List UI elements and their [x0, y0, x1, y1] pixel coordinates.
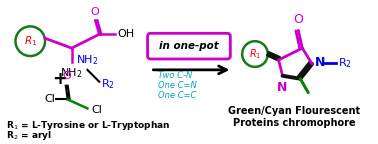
Text: NH$_2$: NH$_2$: [60, 66, 83, 80]
Text: One C=N: One C=N: [158, 81, 197, 90]
Text: R$_2$: R$_2$: [101, 77, 115, 91]
Text: R$_2$ = aryl: R$_2$ = aryl: [6, 129, 51, 142]
Text: One C=C: One C=C: [158, 91, 197, 100]
Text: $R_1$: $R_1$: [24, 34, 37, 48]
Text: in one-pot: in one-pot: [159, 41, 219, 51]
Text: Green/Cyan Flourescent
Proteins chromophore: Green/Cyan Flourescent Proteins chromoph…: [228, 106, 361, 128]
Text: R$_2$: R$_2$: [338, 56, 352, 70]
Text: R$_1$ = L-Tyrosine or L-Tryptophan: R$_1$ = L-Tyrosine or L-Tryptophan: [6, 119, 170, 132]
Text: Cl: Cl: [91, 105, 102, 115]
Text: +: +: [52, 70, 67, 88]
Text: NH$_2$: NH$_2$: [76, 53, 99, 67]
Text: Cl: Cl: [45, 94, 56, 105]
Text: O: O: [90, 6, 99, 17]
Text: O: O: [293, 13, 303, 26]
Text: N: N: [276, 81, 287, 94]
FancyBboxPatch shape: [147, 33, 230, 59]
Text: OH: OH: [117, 29, 134, 39]
Text: Two C-N: Two C-N: [158, 71, 193, 80]
Text: O: O: [62, 71, 71, 81]
Text: $R_1$: $R_1$: [249, 47, 261, 61]
Text: N: N: [315, 56, 325, 69]
